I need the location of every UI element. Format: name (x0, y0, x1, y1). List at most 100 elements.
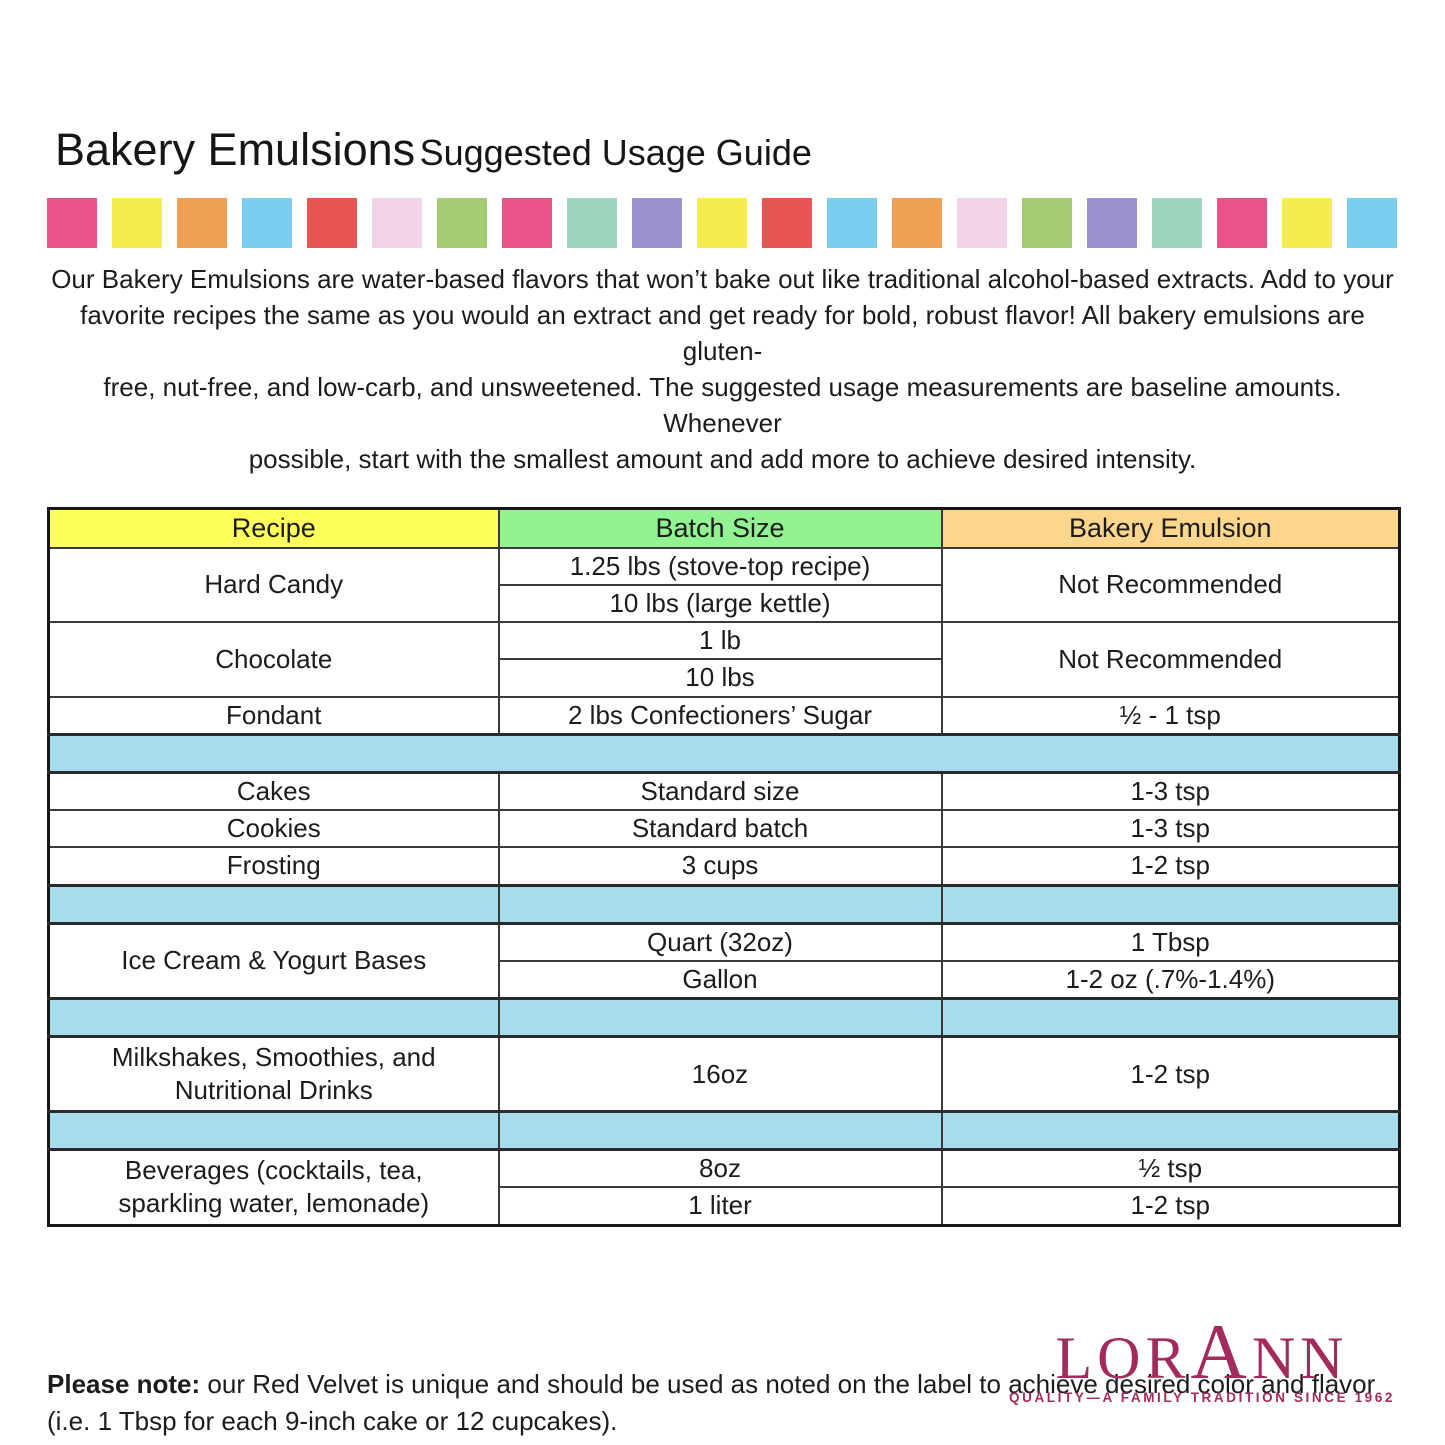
cell-recipe-ice-cream: Ice Cream & Yogurt Bases (47, 922, 500, 1000)
table-row-fondant: Fondant 2 lbs Confectioners’ Sugar ½ - 1… (47, 695, 1401, 736)
cell-emulsion-milkshakes: 1-2 tsp (940, 1035, 1401, 1113)
table-row-hard-candy: Hard Candy 1.25 lbs (stove-top recipe) N… (47, 546, 1401, 624)
cell-emulsion-frosting: 1-2 tsp (940, 846, 1401, 887)
recipe-line: Beverages (cocktails, tea, (124, 1155, 423, 1186)
palette-square (177, 198, 227, 248)
cell-emulsion-chocolate: Not Recommended (940, 621, 1401, 698)
wordmark-segment: LOR (1055, 1325, 1191, 1391)
table-row-ice-cream-2: Gallon 1-2 oz (.7%-1.4%) (49, 959, 1401, 1000)
page-title-sub: Suggested Usage Guide (419, 132, 812, 173)
table-row-milkshakes: Milkshakes, Smoothies, and Nutritional D… (47, 1035, 1401, 1113)
table-row-beverages-2: 1 liter 1-2 tsp (49, 1186, 1401, 1227)
column-header-bakery-emulsion: Bakery Emulsion (940, 507, 1401, 549)
page-title-main: Bakery Emulsions (55, 124, 416, 175)
palette-square (762, 198, 812, 248)
cell-batch-hard-candy-2: 10 lbs (large kettle) (497, 583, 943, 624)
palette-square (307, 198, 357, 248)
cell-recipe-cookies: Cookies (47, 809, 500, 849)
palette-square (697, 198, 747, 248)
cell-emulsion-fondant: ½ - 1 tsp (940, 695, 1401, 736)
palette-square (1087, 198, 1137, 248)
spacer-row (47, 1110, 1401, 1152)
intro-line: possible, start with the smallest amount… (248, 444, 1197, 474)
palette-square (242, 198, 292, 248)
spacer-row (47, 883, 1401, 925)
cell-batch-beverages-2: 1 liter (497, 1186, 943, 1227)
wordmark-segment: A (1190, 1308, 1252, 1395)
spacer-cell (47, 1110, 500, 1152)
cell-recipe-chocolate: Chocolate (47, 621, 500, 698)
palette-square (827, 198, 877, 248)
cell-recipe-frosting: Frosting (47, 846, 500, 887)
cell-batch-cakes: Standard size (497, 771, 943, 812)
cell-emulsion-hard-candy: Not Recommended (940, 546, 1401, 624)
spacer-cell (47, 732, 1401, 774)
palette-square (1347, 198, 1397, 248)
cell-batch-milkshakes: 16oz (497, 1035, 943, 1113)
palette-square (1217, 198, 1267, 248)
palette-square (892, 198, 942, 248)
cell-emulsion-ice-cream-1: 1 Tbsp (940, 922, 1401, 962)
note-text: our Red Velvet is unique and should be u… (47, 1368, 1376, 1436)
intro-line: Our Bakery Emulsions are water-based fla… (51, 264, 1394, 294)
spacer-cell (940, 1110, 1401, 1152)
intro-paragraph: Our Bakery Emulsions are water-based fla… (47, 261, 1398, 477)
cell-emulsion-cookies: 1-3 tsp (940, 809, 1401, 849)
palette-stripe (47, 198, 1398, 248)
column-header-batch-size: Batch Size (497, 507, 943, 549)
cell-batch-ice-cream-2: Gallon (497, 959, 943, 1000)
palette-square (1152, 198, 1202, 248)
spacer-cell (940, 883, 1401, 925)
palette-square (502, 198, 552, 248)
cell-batch-hard-candy-1: 1.25 lbs (stove-top recipe) (497, 546, 943, 586)
lorann-tagline: QUALITY—A FAMILY TRADITION SINCE 1962 (1009, 1390, 1395, 1405)
table-row-beverages: Beverages (cocktails, tea, sparkling wat… (47, 1148, 1401, 1227)
column-header-recipe: Recipe (47, 507, 500, 549)
spacer-row (47, 732, 1401, 774)
cell-recipe-beverages: Beverages (cocktails, tea, sparkling wat… (47, 1148, 500, 1227)
lorann-wordmark: LOR A NN (1009, 1308, 1395, 1395)
cell-batch-frosting: 3 cups (497, 846, 943, 887)
palette-square (1282, 198, 1332, 248)
table-row-cakes: Cakes Standard size 1-3 tsp (47, 771, 1401, 812)
spacer-cell (497, 1110, 943, 1152)
cell-batch-ice-cream-1: Quart (32oz) (497, 922, 943, 962)
intro-line: free, nut-free, and low-carb, and unswee… (103, 372, 1342, 438)
red-velvet-note: Please note: our Red Velvet is unique an… (47, 1366, 1398, 1440)
table-row-hard-candy-2: 10 lbs (large kettle) (49, 583, 1400, 624)
cell-batch-chocolate-2: 10 lbs (497, 658, 943, 698)
table-header-row: Recipe Batch Size Bakery Emulsion (47, 507, 1401, 549)
palette-square (47, 198, 97, 248)
lorann-logo: LOR A NN QUALITY—A FAMILY TRADITION SINC… (1009, 1308, 1395, 1406)
palette-square (437, 198, 487, 248)
cell-emulsion-beverages-2: 1-2 tsp (940, 1186, 1401, 1227)
usage-table: Recipe Batch Size Bakery Emulsion Hard C… (47, 507, 1401, 1227)
recipe-line: Nutritional Drinks (174, 1075, 373, 1106)
palette-square (1022, 198, 1072, 248)
spacer-cell (497, 997, 943, 1039)
intro-line: favorite recipes the same as you would a… (80, 300, 1365, 366)
cell-emulsion-ice-cream-2: 1-2 oz (.7%-1.4%) (940, 959, 1401, 1000)
cell-batch-cookies: Standard batch (497, 809, 943, 849)
palette-square (567, 198, 617, 248)
cell-emulsion-beverages-1: ½ tsp (940, 1148, 1401, 1189)
cell-batch-fondant: 2 lbs Confectioners’ Sugar (497, 695, 943, 736)
table-row-chocolate: Chocolate 1 lb Not Recommended (47, 621, 1401, 698)
page-title: Bakery Emulsions Suggested Usage Guide (55, 124, 1398, 176)
cell-batch-beverages-1: 8oz (497, 1148, 943, 1189)
table-row-frosting: Frosting 3 cups 1-2 tsp (47, 846, 1401, 887)
note-label: Please note: (47, 1368, 201, 1399)
spacer-cell (940, 997, 1401, 1039)
cell-recipe-milkshakes: Milkshakes, Smoothies, and Nutritional D… (47, 1035, 500, 1113)
spacer-cell (47, 883, 500, 925)
palette-square (112, 198, 162, 248)
palette-square (957, 198, 1007, 248)
palette-square (632, 198, 682, 248)
recipe-line: Milkshakes, Smoothies, and (111, 1041, 436, 1072)
cell-recipe-fondant: Fondant (47, 695, 500, 736)
cell-recipe-hard-candy: Hard Candy (47, 546, 500, 624)
table-row-ice-cream: Ice Cream & Yogurt Bases Quart (32oz) 1 … (47, 922, 1401, 1000)
cell-recipe-cakes: Cakes (47, 771, 500, 812)
palette-square (372, 198, 422, 248)
